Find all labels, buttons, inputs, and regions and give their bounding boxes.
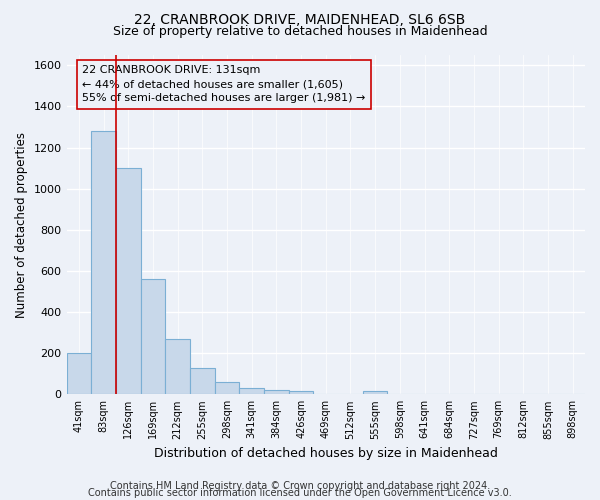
Bar (140, 279, 165, 394)
Bar (363, 391, 388, 394)
Text: Size of property relative to detached houses in Maidenhead: Size of property relative to detached ho… (113, 25, 487, 38)
Bar (215, 382, 239, 394)
Bar (239, 388, 264, 394)
Text: 22 CRANBROOK DRIVE: 131sqm
← 44% of detached houses are smaller (1,605)
55% of s: 22 CRANBROOK DRIVE: 131sqm ← 44% of deta… (82, 65, 365, 103)
X-axis label: Distribution of detached houses by size in Maidenhead: Distribution of detached houses by size … (154, 447, 498, 460)
Y-axis label: Number of detached properties: Number of detached properties (15, 132, 28, 318)
Bar (67, 353, 91, 395)
Text: Contains public sector information licensed under the Open Government Licence v3: Contains public sector information licen… (88, 488, 512, 498)
Text: Contains HM Land Registry data © Crown copyright and database right 2024.: Contains HM Land Registry data © Crown c… (110, 481, 490, 491)
Bar (116, 168, 140, 394)
Bar (165, 339, 190, 394)
Bar (190, 368, 215, 394)
Text: 22, CRANBROOK DRIVE, MAIDENHEAD, SL6 6SB: 22, CRANBROOK DRIVE, MAIDENHEAD, SL6 6SB (134, 12, 466, 26)
Bar (289, 391, 313, 394)
Bar (91, 131, 116, 394)
Bar (264, 390, 289, 394)
